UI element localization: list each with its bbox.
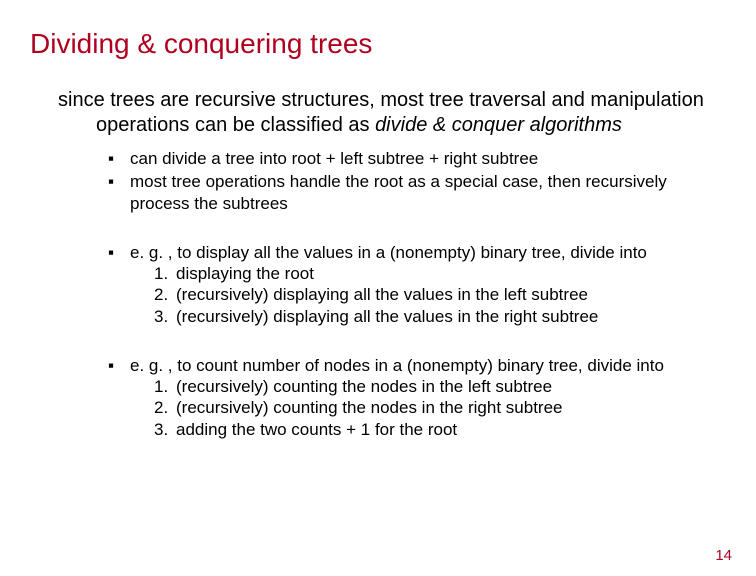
intro-paragraph: since trees are recursive structures, mo…: [58, 88, 716, 138]
number-mark: 1.: [154, 376, 176, 397]
bullet-group-a: ▪ can divide a tree into root + left sub…: [108, 148, 706, 214]
numbered-list: 1. displaying the root 2. (recursively) …: [154, 263, 706, 327]
num-text: (recursively) displaying all the values …: [176, 306, 598, 327]
slide-title: Dividing & conquering trees: [30, 28, 726, 60]
intro-italic: divide & conquer algorithms: [375, 114, 622, 136]
list-item: 1. (recursively) counting the nodes in t…: [154, 376, 706, 397]
example-lead: e. g. , to count number of nodes in a (n…: [130, 355, 706, 376]
list-item: 3. adding the two counts + 1 for the roo…: [154, 419, 706, 440]
list-item: ▪ can divide a tree into root + left sub…: [108, 148, 706, 169]
list-item: ▪ most tree operations handle the root a…: [108, 171, 706, 214]
list-item: 2. (recursively) displaying all the valu…: [154, 284, 706, 305]
number-mark: 2.: [154, 284, 176, 305]
bullet-icon: ▪: [108, 355, 130, 376]
list-item: 3. (recursively) displaying all the valu…: [154, 306, 706, 327]
num-text: displaying the root: [176, 263, 314, 284]
example-2: ▪ e. g. , to count number of nodes in a …: [108, 355, 706, 440]
num-text: (recursively) displaying all the values …: [176, 284, 588, 305]
num-text: adding the two counts + 1 for the root: [176, 419, 457, 440]
bullet-icon: ▪: [108, 171, 130, 192]
number-mark: 3.: [154, 419, 176, 440]
list-item: 2. (recursively) counting the nodes in t…: [154, 397, 706, 418]
numbered-list: 1. (recursively) counting the nodes in t…: [154, 376, 706, 440]
bullet-text: can divide a tree into root + left subtr…: [130, 148, 706, 169]
slide-content: Dividing & conquering trees since trees …: [0, 0, 756, 462]
bullet-text: most tree operations handle the root as …: [130, 171, 706, 214]
example-1: ▪ e. g. , to display all the values in a…: [108, 242, 706, 327]
number-mark: 2.: [154, 397, 176, 418]
bullet-icon: ▪: [108, 242, 130, 263]
number-mark: 1.: [154, 263, 176, 284]
bullet-icon: ▪: [108, 148, 130, 169]
list-item: ▪ e. g. , to count number of nodes in a …: [108, 355, 706, 440]
list-item: 1. displaying the root: [154, 263, 706, 284]
number-mark: 3.: [154, 306, 176, 327]
num-text: (recursively) counting the nodes in the …: [176, 376, 552, 397]
page-number: 14: [715, 547, 732, 564]
num-text: (recursively) counting the nodes in the …: [176, 397, 562, 418]
list-item: ▪ e. g. , to display all the values in a…: [108, 242, 706, 327]
example-lead: e. g. , to display all the values in a (…: [130, 242, 706, 263]
